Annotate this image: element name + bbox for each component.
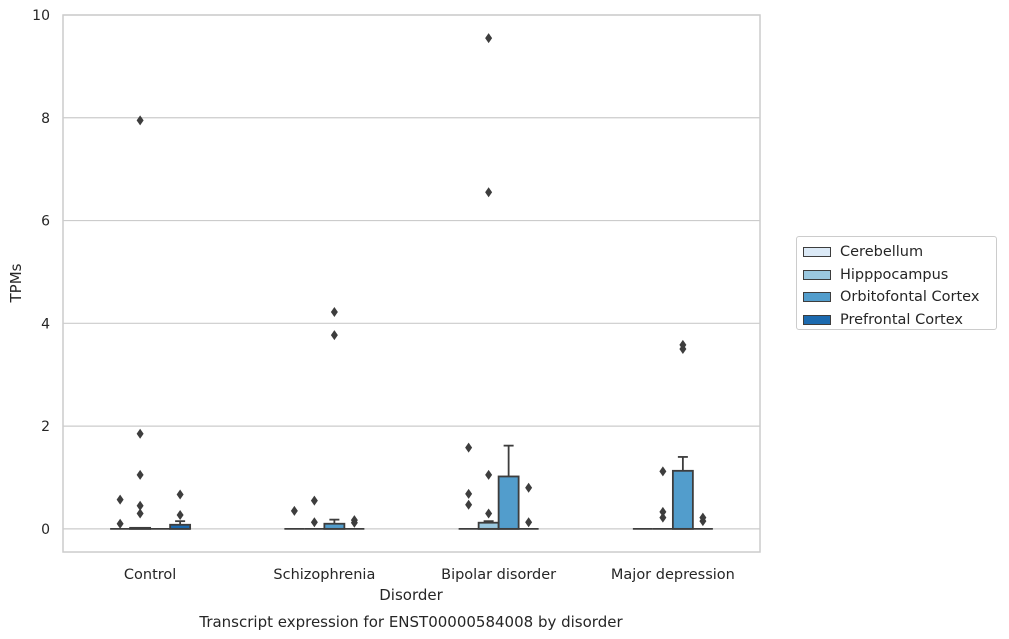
outlier-point [485, 469, 493, 480]
legend-item-orbitofrontal-cortex: Orbitofontal Cortex [803, 286, 996, 309]
outlier-point [116, 494, 124, 505]
box-prefrontal-cortex [344, 515, 365, 530]
box-hipppocampus [477, 33, 500, 530]
box-hipppocampus [129, 115, 152, 530]
outlier-point [136, 469, 144, 480]
box-orbitofontal-cortex [497, 444, 520, 530]
outlier-point [659, 512, 667, 523]
chart-title: Transcript expression for ENST0000058400… [198, 613, 623, 631]
outlier-point [290, 505, 298, 516]
outlier-point [659, 466, 667, 477]
y-gridlines [63, 14, 760, 530]
legend-swatch [803, 314, 831, 325]
outlier-point [659, 506, 667, 517]
plot-area-frame [62, 14, 761, 553]
outlier-point [679, 344, 687, 355]
outlier-point [699, 516, 707, 527]
legend-label: Cerebellum [840, 244, 924, 261]
y-tick-label: 8 [41, 111, 50, 127]
legend-swatch [803, 247, 831, 258]
outlier-point [136, 115, 144, 126]
x-tick-label: Major depression [611, 567, 735, 583]
outlier-point [176, 489, 184, 500]
outlier-point [485, 187, 493, 198]
box-orbitofontal-cortex [671, 339, 694, 530]
box-prefrontal-cortex [518, 482, 539, 530]
outlier-point [136, 428, 144, 439]
outlier-point [485, 33, 493, 44]
box-prefrontal-cortex [169, 489, 192, 530]
outlier-point [136, 508, 144, 519]
box-cerebellum [110, 494, 131, 530]
box [671, 469, 694, 530]
legend-label: Hipppocampus [840, 266, 949, 283]
y-tick-labels: 0 2 4 6 8 10 [32, 8, 50, 538]
legend-swatch [803, 269, 831, 280]
x-tick-label: Schizophrenia [273, 567, 375, 583]
outlier-point [330, 330, 338, 341]
x-tick-labels: Control Schizophrenia Bipolar disorder Majo… [124, 567, 735, 583]
y-tick-label: 2 [41, 419, 50, 435]
box-groups [110, 33, 713, 530]
box [477, 521, 500, 530]
box-orbitofontal-cortex [323, 307, 346, 530]
outlier-point [350, 517, 358, 528]
box-prefrontal-cortex [692, 512, 713, 530]
legend-label: Orbitofontal Cortex [840, 289, 980, 306]
y-tick-label: 4 [41, 316, 50, 332]
outlier-point [310, 495, 318, 506]
box-hipppocampus [652, 466, 673, 530]
box [497, 475, 520, 530]
box-cerebellum [284, 505, 305, 530]
outlier-point [176, 510, 184, 521]
y-tick-label: 0 [41, 522, 50, 538]
y-tick-label: 10 [32, 8, 50, 24]
outlier-point [525, 517, 533, 528]
outlier-point [465, 499, 473, 510]
x-axis-label: Disorder [379, 586, 443, 604]
outlier-point [525, 482, 533, 493]
y-axis-label: TPMs [7, 263, 25, 303]
outlier-point [465, 442, 473, 453]
outlier-point [116, 518, 124, 529]
outlier-point [310, 517, 318, 528]
legend: Cerebellum Hipppocampus Orbitofontal Cor… [796, 236, 997, 330]
legend-label: Prefrontal Cortex [840, 311, 963, 328]
box-cerebellum [458, 442, 479, 530]
outlier-point [330, 307, 338, 318]
y-tick-label: 6 [41, 214, 50, 230]
legend-item-prefrontal-cortex: Prefrontal Cortex [803, 309, 996, 332]
legend-item-hippocampus: Hipppocampus [803, 264, 996, 287]
legend-swatch [803, 292, 831, 303]
x-tick-label: Bipolar disorder [441, 567, 556, 583]
x-tick-label: Control [124, 567, 176, 583]
legend-item-cerebellum: Cerebellum [803, 241, 996, 264]
outlier-point [485, 508, 493, 519]
outlier-point [465, 488, 473, 499]
box-hipppocampus [304, 495, 325, 530]
outlier-point [136, 500, 144, 511]
